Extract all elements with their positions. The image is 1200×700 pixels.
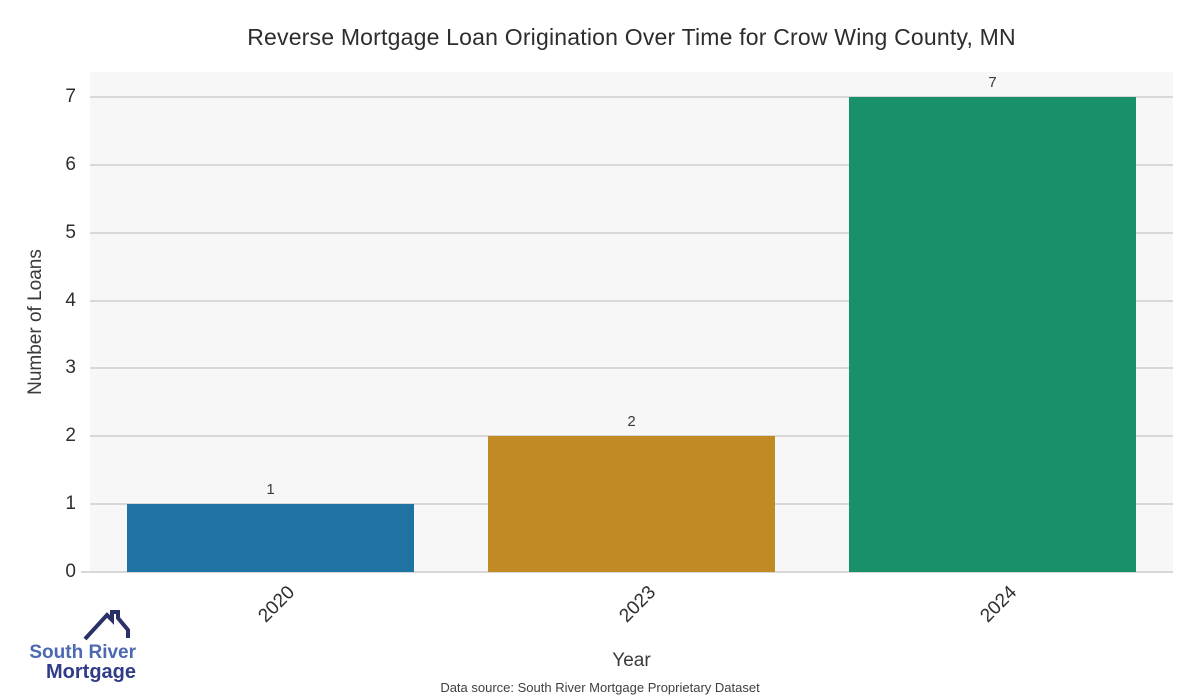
logo-text-line1: South River: [29, 642, 136, 663]
bar-value-label-2023: 2: [627, 413, 636, 431]
x-axis-spine-tick: [81, 571, 90, 573]
bar-value-label-2024: 7: [988, 74, 997, 92]
chart-title: Reverse Mortgage Loan Origination Over T…: [247, 24, 1016, 50]
gridline-2: [90, 435, 1173, 438]
logo-text-line2: Mortgage: [46, 661, 136, 684]
y-tick-label-1: 1: [65, 493, 76, 515]
y-tick-label-3: 3: [65, 357, 76, 379]
bar-2020: [127, 504, 414, 572]
bar-2023: [488, 436, 775, 572]
y-tick-label-7: 7: [65, 86, 76, 108]
y-tick-label-2: 2: [65, 425, 76, 447]
gridline-5: [90, 231, 1173, 234]
x-tick-label-2023: 2023: [615, 582, 661, 627]
gridline-7: [90, 96, 1173, 99]
data-source-note: Data source: South River Mortgage Propri…: [440, 680, 760, 695]
y-tick-label-6: 6: [65, 153, 76, 175]
bar-value-label-2020: 1: [266, 481, 275, 499]
gridline-4: [90, 299, 1173, 302]
y-tick-label-0: 0: [65, 561, 76, 582]
y-tick-label-4: 4: [65, 289, 76, 311]
house-roof-icon: [83, 610, 130, 641]
gridline-6: [90, 163, 1173, 166]
x-tick-label-2024: 2024: [976, 582, 1022, 627]
y-tick-label-5: 5: [65, 221, 76, 243]
gridline-0: [90, 571, 1173, 573]
plot-area: 0 1 2 3 4 5 6 7 1 2020 2 2023 7 2024: [65, 72, 1173, 627]
logo: South River Mortgage: [18, 608, 136, 683]
x-tick-label-2020: 2020: [254, 582, 300, 627]
x-axis-label: Year: [612, 650, 651, 671]
bar-2024: [849, 97, 1136, 572]
gridline-3: [90, 367, 1173, 370]
